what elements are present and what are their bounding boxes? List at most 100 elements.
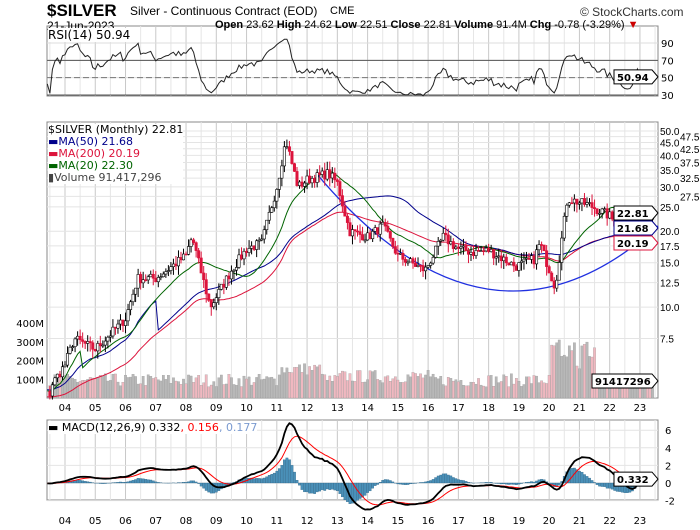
macd-histogram-bar [149, 479, 153, 484]
candle-body [219, 283, 223, 290]
macd-histogram-bar [489, 482, 493, 484]
volume-bar [323, 374, 327, 399]
price-tick: 35.0 [660, 166, 680, 177]
volume-bar [242, 375, 246, 399]
volume-bar [298, 364, 301, 399]
volume-bar [580, 345, 584, 399]
candle-body [429, 262, 433, 266]
volume-bar [376, 379, 380, 399]
candle-body [605, 208, 609, 219]
macd-histogram-bar [86, 481, 90, 484]
candle-body [277, 177, 281, 190]
candle-body [411, 258, 415, 264]
candle-body [582, 198, 586, 205]
volume-bar [497, 382, 501, 399]
price-tick: 37.5 [680, 158, 700, 169]
candle-body [182, 253, 186, 261]
volume-bar [502, 374, 506, 399]
volume-bar [197, 375, 200, 399]
volume-bar [144, 385, 148, 399]
price-tick: 32.5 [680, 174, 700, 185]
volume-bar [545, 383, 548, 399]
volume-bar [578, 368, 581, 399]
volume-bar [550, 344, 554, 399]
macd-histogram-bar [277, 468, 281, 484]
volume-bar [71, 377, 74, 399]
macd-histogram-bar [330, 482, 334, 490]
macd-histogram-bar [386, 479, 390, 484]
volume-bar [320, 373, 324, 399]
candle-body [401, 253, 405, 260]
candle-body [524, 257, 528, 260]
macd-histogram-bar [290, 465, 294, 484]
volume-bar [204, 374, 208, 399]
volume-bar [202, 382, 206, 399]
macd-histogram-bar [598, 482, 601, 487]
candle-body [479, 250, 483, 252]
volume-bar [68, 376, 72, 399]
volume-bar [343, 371, 347, 399]
macd-histogram-bar [189, 480, 193, 484]
candle-body [530, 255, 534, 260]
volume-bar [179, 384, 183, 399]
volume-bar [76, 382, 79, 399]
candle-body [386, 225, 390, 232]
candle-body [474, 250, 478, 256]
macd-histogram-bar [595, 482, 599, 485]
volume-bar [426, 370, 430, 399]
ma50-last-value: 21.68 [617, 224, 649, 235]
macd-histogram-bar [391, 481, 395, 484]
volume-bar [270, 376, 274, 399]
candle-body [371, 231, 375, 240]
volume-bar [141, 376, 145, 399]
volume-bar [439, 376, 443, 399]
volume-bar [267, 377, 271, 399]
macd-histogram-bar [303, 482, 306, 493]
volume-bar [512, 383, 516, 399]
macd-histogram-bar [507, 482, 511, 485]
volume-bar [540, 380, 543, 399]
rsi-tick: 90 [661, 39, 674, 50]
volume-bar [93, 378, 97, 399]
candle-body [320, 170, 324, 175]
x-tick: 12 [301, 516, 314, 527]
volume-bar [217, 377, 221, 399]
macd-histogram-bar [487, 482, 490, 484]
volume-bar [161, 375, 165, 399]
macd-histogram-bar [585, 476, 589, 484]
macd-histogram-bar [81, 480, 85, 484]
candle-body [232, 269, 236, 272]
price-tick: 7.5 [660, 335, 674, 346]
candle-body [542, 244, 546, 252]
price-tick: 25.0 [660, 203, 680, 214]
volume-bar [315, 366, 319, 399]
volume-bar [310, 370, 314, 399]
brand[interactable]: © StockCharts.com [580, 5, 684, 19]
volume-bar [351, 380, 354, 399]
instrument-name: Silver - Continuous Contract (EOD) [130, 4, 318, 18]
macd-legend: ▬ MACD(12,26,9) 0.332, 0.156, 0.177 [48, 421, 258, 434]
candle-body [540, 244, 544, 246]
macd-signal-line [47, 435, 653, 506]
volume-bar [313, 364, 316, 399]
volume-bar [245, 378, 248, 399]
volume-bar [353, 381, 357, 399]
macd-histogram-bar [305, 482, 309, 493]
candle-body [527, 257, 531, 260]
macd-histogram-bar [411, 482, 415, 484]
candle-body [308, 175, 312, 184]
volume-bar [363, 381, 367, 399]
price-legend: $SILVER (Monthly) 22.81 ▬MA(50) 21.68 ▬M… [48, 124, 184, 184]
candle-body [610, 211, 614, 220]
macd-histogram-bar [285, 457, 289, 484]
volume-bar [411, 372, 415, 399]
x-tick: 18 [482, 403, 495, 414]
candle-body [295, 171, 299, 186]
macd-histogram-bar [204, 482, 208, 491]
volume-bar [159, 380, 163, 399]
macd-histogram-bar [441, 473, 445, 484]
volume-bar [232, 384, 236, 399]
macd-histogram-bar [192, 480, 195, 484]
macd-histogram-bar [134, 479, 137, 484]
candle-body [444, 232, 448, 236]
